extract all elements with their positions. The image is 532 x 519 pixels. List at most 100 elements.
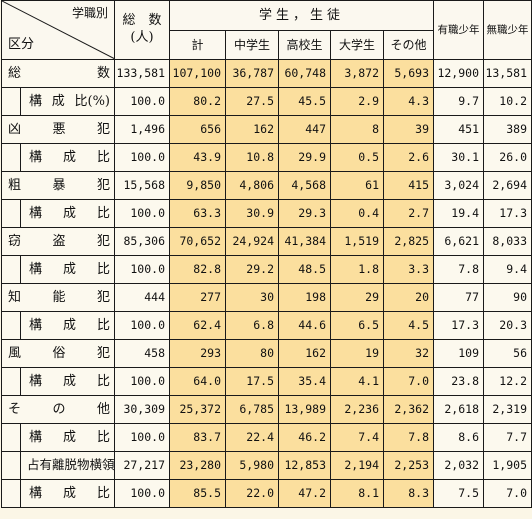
table-row: 構 成 比 100.0 85.5 22.0 47.2 8.1 8.3 7.5 7.0 [1, 479, 532, 508]
ratio-char: 比 [96, 318, 110, 333]
category-char: 悪 [52, 122, 66, 137]
category-char: 犯 [96, 122, 110, 137]
cell-employed: 109 [433, 339, 484, 368]
category-char: 凶 [8, 122, 22, 137]
juvenile-offense-table: 学職別 区分 総 数 (人) 学生，生徒 有職少年 無職少年 計 中学生 高校生… [1, 0, 532, 508]
category-char: そ [8, 402, 22, 417]
cell-high-school: 4,568 [278, 171, 331, 200]
col-header-total: 計 [169, 29, 226, 60]
ratio-char: 構 [29, 486, 43, 501]
corner-bottom-label: 区分 [8, 37, 35, 52]
cell-high-school: 29.9 [278, 143, 331, 172]
cell-other: 20 [383, 283, 434, 312]
cell-students-total: 62.4 [169, 311, 226, 340]
col-header-junior-high: 中学生 [225, 29, 279, 60]
cell-other: 32 [383, 339, 434, 368]
cell-other: 2.6 [383, 143, 434, 172]
corner-top-label: 学職別 [71, 6, 108, 20]
table-row: 構 成 比 100.0 64.0 17.5 35.4 4.1 7.0 23.8 12.2 [1, 367, 532, 396]
cell-total: 100.0 [114, 479, 170, 508]
ratio-char: 成 [62, 318, 76, 333]
cell-total: 100.0 [114, 143, 170, 172]
cell-junior-high: 24,924 [225, 227, 279, 256]
ratio-char: 構 [29, 318, 43, 333]
cell-total: 100.0 [114, 87, 170, 116]
cell-unemployed: 13,581 [483, 59, 532, 88]
cell-total: 100.0 [114, 367, 170, 396]
cell-university: 2.9 [330, 87, 384, 116]
cell-high-school: 29.3 [278, 199, 331, 228]
cell-other: 8.3 [383, 479, 434, 508]
cell-unemployed: 17.3 [483, 199, 532, 228]
cell-junior-high: 22.0 [225, 479, 279, 508]
cell-total: 30,309 [114, 395, 170, 424]
cell-total: 458 [114, 339, 170, 368]
table-row: 知 能 犯 444 277 30 198 29 20 77 90 [1, 283, 532, 312]
cell-high-school: 48.5 [278, 255, 331, 284]
cell-junior-high: 17.5 [225, 367, 279, 396]
ratio-char: 構 [29, 94, 43, 109]
category-label: 知能犯 [1, 283, 115, 312]
cell-students-total: 64.0 [169, 367, 226, 396]
cell-junior-high: 27.5 [225, 87, 279, 116]
table-row: 粗 暴 犯 15,568 9,850 4,806 4,568 61 415 3,024 2,694 [1, 171, 532, 200]
cell-high-school: 46.2 [278, 423, 331, 452]
ratio-char: 成 [62, 150, 76, 165]
cell-other: 7.8 [383, 423, 434, 452]
cell-junior-high: 22.4 [225, 423, 279, 452]
cell-university: 2,194 [330, 451, 384, 480]
ratio-char: 成 [62, 206, 76, 221]
cell-employed: 19.4 [433, 199, 484, 228]
table-row: 構成比(%) 100.0 80.2 27.5 45.5 2.9 4.3 9.7 10.2 [1, 87, 532, 116]
table-row: 占有離脱物横領 27,217 23,280 5,980 12,853 2,194 2,253… [1, 451, 532, 480]
unemployed-header: 無職少年 [483, 0, 532, 60]
cell-employed: 7.5 [433, 479, 484, 508]
table-row: 凶 悪 犯 1,496 656 162 447 8 39 451 389 [1, 115, 532, 144]
cell-unemployed: 12.2 [483, 367, 532, 396]
ratio-char: 比(%) [74, 94, 111, 109]
cell-total: 15,568 [114, 171, 170, 200]
ratio-char: 比 [96, 262, 110, 277]
cell-employed: 451 [433, 115, 484, 144]
ratio-char: 比 [96, 150, 110, 165]
category-label: 総数 [1, 59, 115, 88]
cell-unemployed: 20.3 [483, 311, 532, 340]
table-row: 風 俗 犯 458 293 80 162 19 32 109 56 [1, 339, 532, 368]
cell-high-school: 198 [278, 283, 331, 312]
cell-junior-high: 4,806 [225, 171, 279, 200]
cell-unemployed: 26.0 [483, 143, 532, 172]
ratio-char: 比 [96, 430, 110, 445]
ratio-char: 比 [96, 206, 110, 221]
cell-high-school: 41,384 [278, 227, 331, 256]
cell-employed: 2,618 [433, 395, 484, 424]
ratio-label: 構成比 [1, 367, 115, 396]
ratio-char: 比 [96, 486, 110, 501]
category-char: 総 [8, 66, 22, 81]
cell-unemployed: 1,905 [483, 451, 532, 480]
cell-high-school: 12,853 [278, 451, 331, 480]
table-row: 構 成 比 100.0 62.4 6.8 44.6 6.5 4.5 17.3 20.3 [1, 311, 532, 340]
category-char: 知 [8, 290, 22, 305]
table-row: 構 成 比 100.0 63.3 30.9 29.3 0.4 2.7 19.4 17.3 [1, 199, 532, 228]
cell-high-school: 47.2 [278, 479, 331, 508]
cell-university: 8.1 [330, 479, 384, 508]
ratio-char: 比 [96, 374, 110, 389]
total-header: 総 数 (人) [114, 0, 170, 60]
cell-students-total: 9,850 [169, 171, 226, 200]
table-row: 構 成 比 100.0 83.7 22.4 46.2 7.4 7.8 8.6 7.7 [1, 423, 532, 452]
ratio-label: 構成比 [1, 255, 115, 284]
cell-employed: 3,024 [433, 171, 484, 200]
cell-junior-high: 30 [225, 283, 279, 312]
cell-unemployed: 7.0 [483, 479, 532, 508]
cell-total: 444 [114, 283, 170, 312]
category-char: 犯 [96, 234, 110, 249]
cell-unemployed: 56 [483, 339, 532, 368]
cell-high-school: 35.4 [278, 367, 331, 396]
cell-students-total: 63.3 [169, 199, 226, 228]
cell-unemployed: 7.7 [483, 423, 532, 452]
total-header-line1: 総 数 [122, 13, 162, 29]
category-char: 犯 [96, 290, 110, 305]
cell-university: 61 [330, 171, 384, 200]
ratio-label: 構成比 [1, 479, 115, 508]
cell-high-school: 447 [278, 115, 331, 144]
